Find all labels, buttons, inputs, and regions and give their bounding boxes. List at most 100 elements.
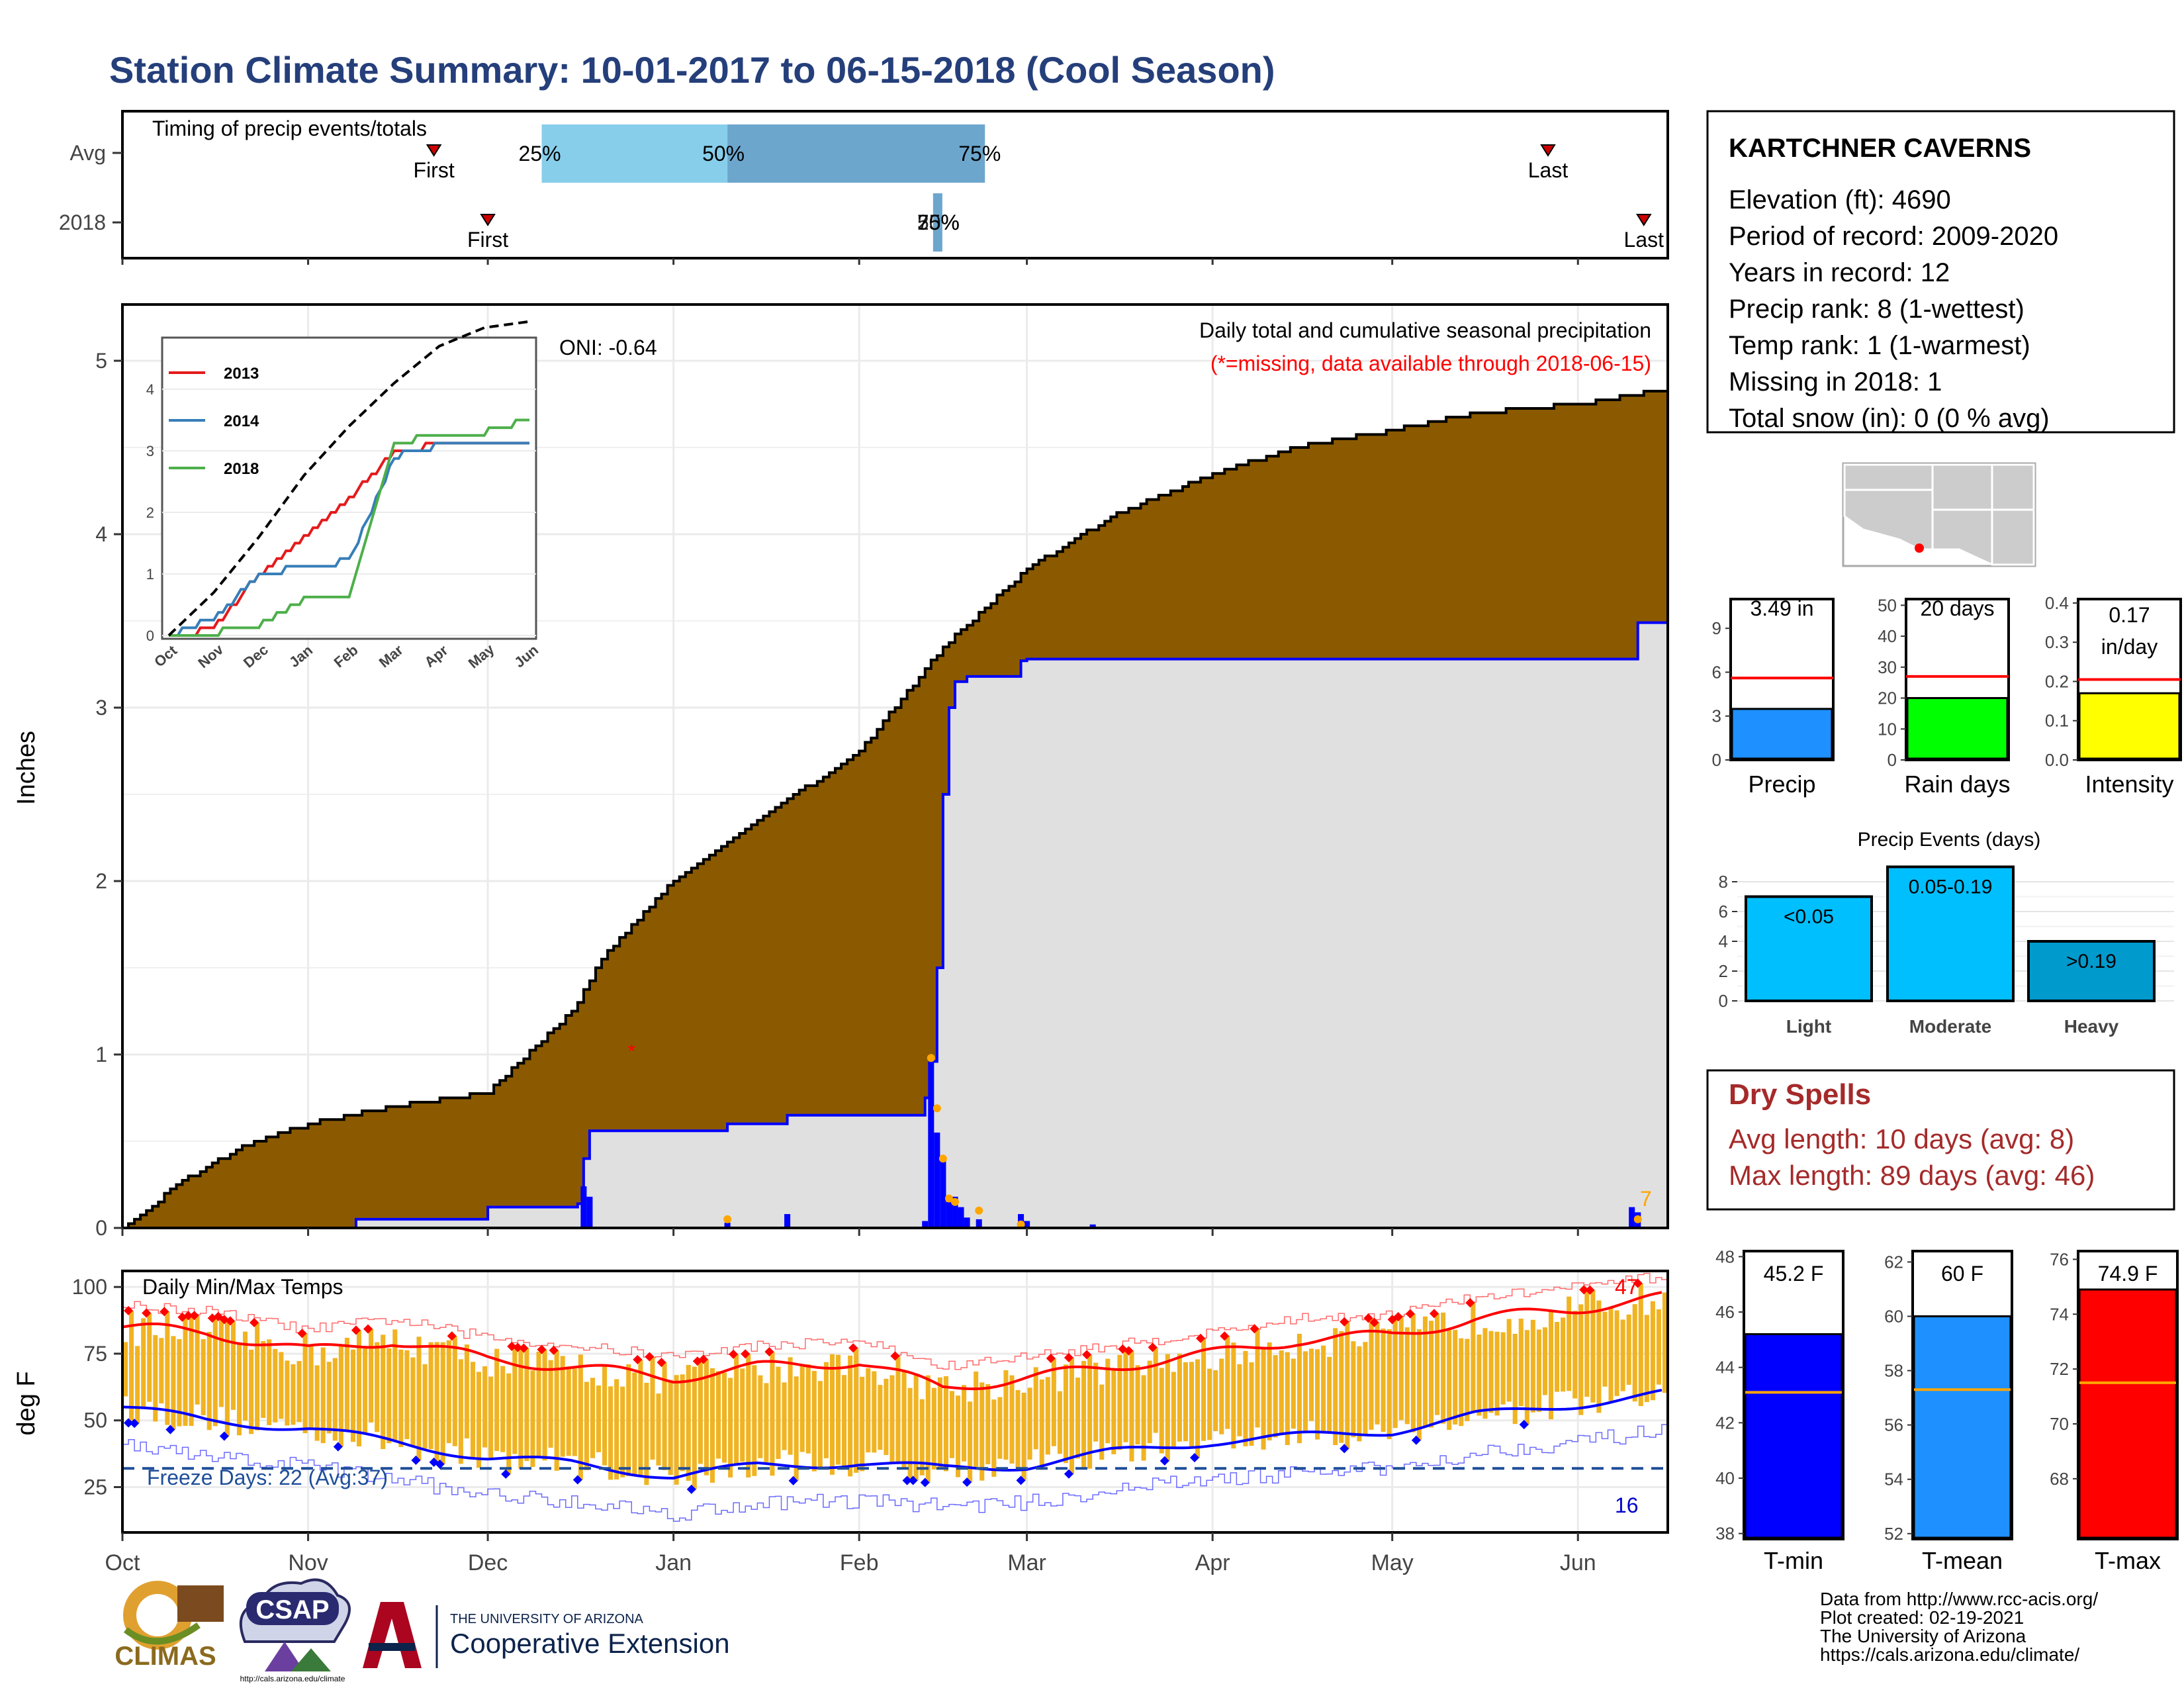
temp-range-bar bbox=[968, 1401, 973, 1483]
temp-range-bar bbox=[608, 1386, 614, 1480]
temp-range-bar bbox=[1422, 1316, 1428, 1427]
hot-count: 47 bbox=[1615, 1275, 1639, 1299]
temp-gauge-ytick-label: 40 bbox=[1715, 1468, 1735, 1488]
temp-range-bar bbox=[1632, 1304, 1637, 1402]
hot-day-marker bbox=[1250, 1324, 1259, 1334]
temp-range-bar bbox=[794, 1376, 799, 1481]
temp-range-bar bbox=[554, 1350, 559, 1471]
temp-range-bar bbox=[512, 1346, 518, 1454]
temp-range-bar bbox=[1327, 1356, 1332, 1433]
y2018-cluster-label-1: 50% bbox=[917, 211, 960, 234]
temp-range-bar bbox=[1285, 1352, 1290, 1445]
climas-text: CLIMAS bbox=[114, 1642, 216, 1671]
y2018-first-marker bbox=[480, 214, 496, 226]
gauge-ytick-label: 0.4 bbox=[2045, 593, 2069, 613]
avg-iqr-upper bbox=[727, 124, 985, 183]
temp-range-bar bbox=[878, 1385, 883, 1450]
temp-range-bar bbox=[428, 1342, 433, 1450]
hot-day-marker bbox=[537, 1344, 547, 1354]
temp-range-bar bbox=[848, 1355, 853, 1477]
daily-precip-bar-5 bbox=[928, 1061, 934, 1228]
temp-range-bar bbox=[776, 1366, 781, 1460]
temp-range-bar bbox=[1626, 1314, 1631, 1385]
inset-legend-label-2018: 2018 bbox=[224, 460, 259, 478]
hot-day-marker bbox=[1046, 1353, 1056, 1364]
temp-range-bar bbox=[704, 1359, 709, 1476]
temp-range-bar bbox=[530, 1370, 535, 1468]
temp-range-bar bbox=[326, 1362, 332, 1434]
temp-range-bar bbox=[829, 1354, 835, 1475]
temp-gauge-bar-t-mean bbox=[1913, 1315, 2012, 1539]
temp-range-bar bbox=[1542, 1327, 1547, 1395]
missing-marker: * bbox=[627, 1041, 635, 1062]
temp-range-bar bbox=[1357, 1346, 1362, 1442]
temp-range-bar bbox=[1057, 1391, 1062, 1454]
temp-range-bar bbox=[165, 1311, 170, 1425]
temp-range-bar bbox=[218, 1316, 224, 1407]
temp-range-bar bbox=[1459, 1338, 1464, 1427]
temp-range-bar bbox=[416, 1336, 422, 1460]
temp-range-bar bbox=[1171, 1372, 1176, 1448]
temp-range-bar bbox=[363, 1347, 368, 1433]
hot-day-marker bbox=[183, 1311, 193, 1321]
temp-gauge-label-0: T-min bbox=[1764, 1547, 1823, 1574]
temp-range-bar bbox=[895, 1356, 901, 1462]
daily-precip-bar-15 bbox=[1089, 1224, 1096, 1228]
ua-logo[interactable]: THE UNIVERSITY OF ARIZONA Cooperative Ex… bbox=[363, 1602, 730, 1668]
temp-range-bar bbox=[644, 1382, 649, 1485]
event-bar-label-light: <0.05 bbox=[1784, 906, 1834, 928]
gauge-ytick-label: 9 bbox=[1712, 618, 1721, 638]
temp-range-bar bbox=[1207, 1368, 1212, 1440]
events-title: Precip Events (days) bbox=[1858, 829, 2041, 851]
hot-day-marker bbox=[1220, 1331, 1230, 1341]
temp-range-bar bbox=[1159, 1368, 1164, 1454]
temp-range-bar bbox=[332, 1358, 338, 1441]
temp-range-bar bbox=[722, 1372, 727, 1463]
temp-range-bar bbox=[195, 1315, 200, 1405]
station-line-6: Missing in 2018: 1 bbox=[1729, 367, 1942, 397]
trace-marker-6 bbox=[975, 1206, 983, 1215]
missing-note: (*=missing, data available through 2018-… bbox=[1210, 352, 1651, 375]
avg-last-label: Last bbox=[1528, 158, 1569, 182]
month-label-Nov: Nov bbox=[288, 1550, 328, 1575]
temp-range-bar bbox=[410, 1357, 416, 1446]
temp-range-bar bbox=[320, 1347, 326, 1444]
temp-range-bar bbox=[470, 1362, 475, 1458]
temp-range-bar bbox=[1596, 1300, 1602, 1413]
inset-series-2014 bbox=[169, 442, 529, 637]
temp-range-bar bbox=[1117, 1354, 1122, 1450]
daily-precip-bar-6 bbox=[934, 1132, 940, 1228]
events-ytick-label: 0 bbox=[1719, 991, 1728, 1011]
month-label-Mar: Mar bbox=[1007, 1550, 1046, 1575]
temp-gauge-ytick-label: 58 bbox=[1884, 1361, 1903, 1381]
temp-range-bar bbox=[1518, 1319, 1524, 1407]
temp-range-bar bbox=[1584, 1289, 1590, 1397]
temp-range-bar bbox=[1506, 1319, 1512, 1402]
hot-day-marker bbox=[123, 1305, 134, 1316]
temp-range-bar bbox=[1237, 1364, 1242, 1436]
gauge-bar-precip bbox=[1731, 708, 1833, 760]
temp-range-bar bbox=[1392, 1319, 1398, 1429]
temp-range-bar bbox=[285, 1360, 290, 1426]
temp-range-bar bbox=[1548, 1309, 1554, 1420]
temp-range-bar bbox=[943, 1376, 948, 1472]
temp-range-bar bbox=[632, 1372, 637, 1477]
label-75pct: 75% bbox=[958, 142, 1001, 165]
temp-range-bar bbox=[925, 1375, 931, 1483]
climas-logo[interactable]: CLIMAS bbox=[114, 1581, 224, 1671]
csap-logo[interactable]: CSAP http://cals.arizona.edu/climate bbox=[239, 1578, 351, 1683]
temp-range-bar bbox=[1561, 1317, 1566, 1392]
gauge-ytick-label: 3 bbox=[1712, 706, 1721, 726]
temp-range-bar bbox=[979, 1382, 985, 1481]
temp-range-bar bbox=[1291, 1358, 1296, 1429]
gauge-ytick-label: 0.3 bbox=[2045, 632, 2069, 652]
missing-count: 7 bbox=[1640, 1187, 1652, 1211]
temp-range-bar bbox=[141, 1318, 146, 1407]
temp-range-bar bbox=[1608, 1307, 1614, 1401]
event-bar-heavy bbox=[2027, 940, 2156, 1002]
temp-gauge-ytick-label: 74 bbox=[2050, 1304, 2069, 1324]
month-label-Jun: Jun bbox=[1560, 1550, 1596, 1575]
inset-legend-label-2013: 2013 bbox=[224, 365, 259, 383]
temp-range-bar bbox=[243, 1331, 248, 1421]
avg-min-line bbox=[122, 1388, 1662, 1479]
